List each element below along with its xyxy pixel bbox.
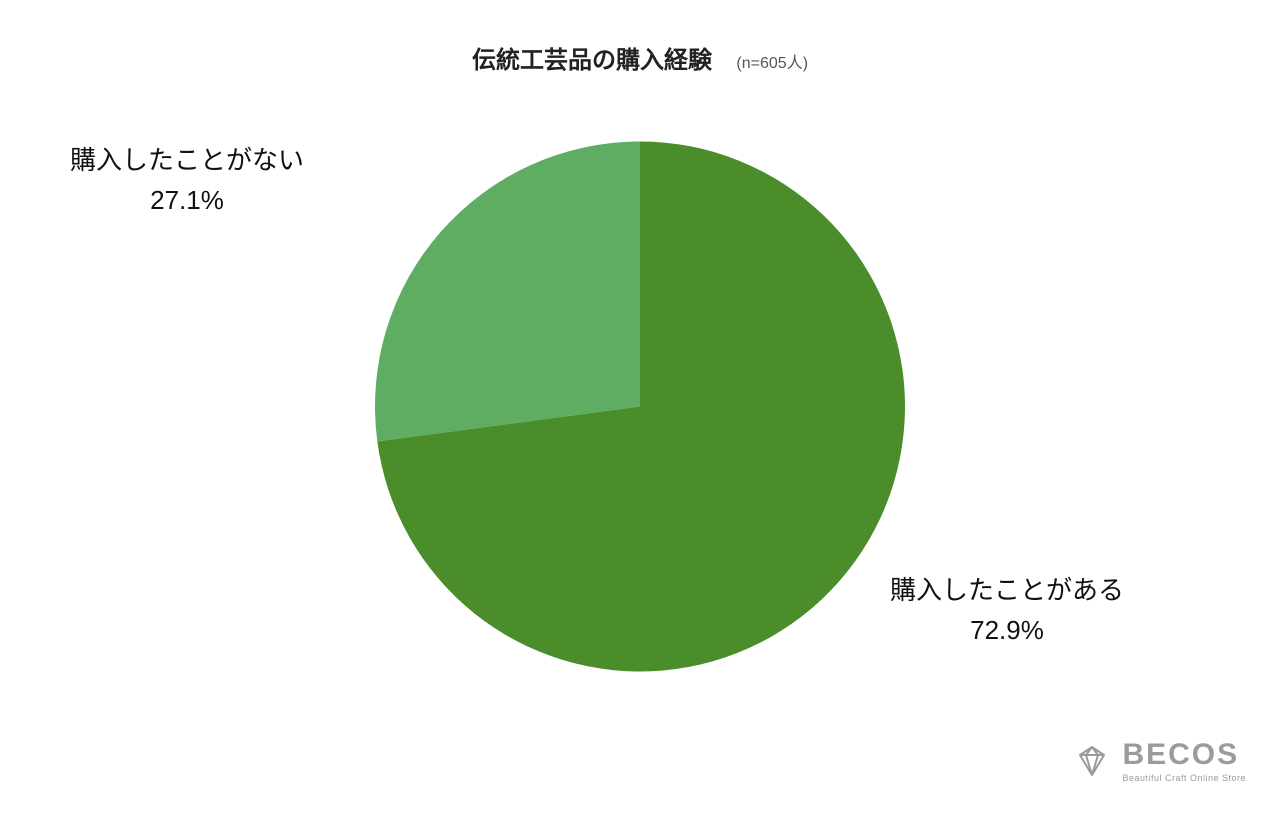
slice-label-yes: 購入したことがある 72.9% [890, 570, 1124, 651]
heart-diamond-icon [1072, 739, 1112, 784]
slice-label-no-pct: 27.1% [70, 180, 304, 220]
chart-subtitle: (n=605人) [736, 49, 808, 73]
brand-logo-text: BECOS [1122, 740, 1246, 770]
brand-logo-tagline: Beautiful Craft Online Store [1122, 774, 1246, 783]
pie-slice [375, 142, 640, 442]
slice-label-no-text: 購入したことがない [70, 140, 304, 180]
slice-label-no: 購入したことがない 27.1% [70, 140, 304, 221]
brand-logo: BECOS Beautiful Craft Online Store [1072, 739, 1246, 784]
pie-chart [375, 142, 905, 677]
slice-label-yes-pct: 72.9% [890, 610, 1124, 650]
slice-label-yes-text: 購入したことがある [890, 570, 1124, 610]
chart-title-block: 伝統工芸品の購入経験 (n=605人) [0, 40, 1280, 75]
chart-title: 伝統工芸品の購入経験 [472, 40, 712, 75]
